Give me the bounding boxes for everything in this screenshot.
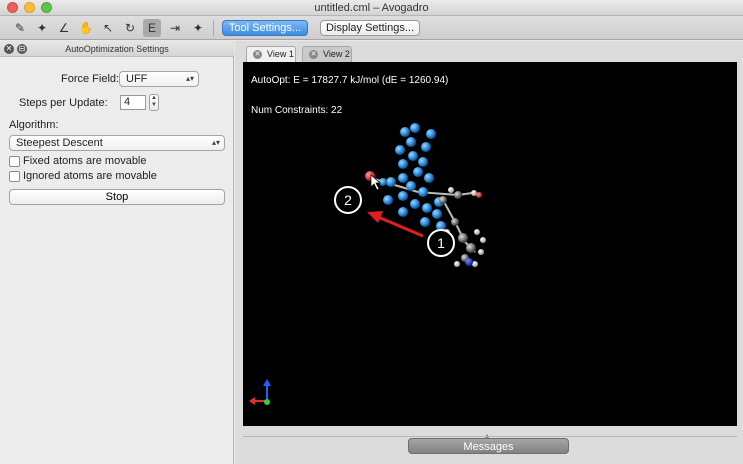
steps-stepper[interactable]: ▲ ▼ <box>149 94 159 111</box>
nitrogen-atom <box>465 258 473 266</box>
annotation-marker-2: 2 <box>334 186 362 214</box>
algorithm-label: Algorithm: <box>9 119 59 131</box>
steps-per-update-input[interactable]: 4 <box>120 95 146 110</box>
molecule-viewport[interactable]: AutoOpt: E = 17827.7 kJ/mol (dE = 1260.9… <box>243 62 737 426</box>
force-field-value: UFF <box>126 73 148 85</box>
window-title: untitled.cml – Avogadro <box>314 2 429 14</box>
display-settings-button[interactable]: Display Settings... <box>320 20 420 36</box>
tab-view-1[interactable]: ✕ View 1 <box>246 46 296 62</box>
toolbar-separator <box>213 20 214 36</box>
close-icon[interactable]: ✕ <box>253 50 262 59</box>
algorithm-select[interactable]: Steepest Descent ▴▾ <box>9 135 225 151</box>
measure-icon[interactable]: ∠ <box>58 21 70 35</box>
constraints-readout: Num Constraints: 22 <box>251 105 343 116</box>
panel-title: AutoOptimization Settings <box>65 44 169 54</box>
annotation-arrow <box>367 211 424 238</box>
close-icon[interactable]: ✕ <box>309 50 318 59</box>
tab-label: View 2 <box>323 49 350 59</box>
title-bar: untitled.cml – Avogadro <box>0 0 743 16</box>
annotation-marker-1: 1 <box>427 229 455 257</box>
window-minimize-button[interactable] <box>24 2 35 13</box>
select-arrow-icon[interactable]: ↖ <box>102 21 114 35</box>
atom-cluster-blue <box>379 123 446 231</box>
draw-pencil-icon[interactable]: ✎ <box>14 21 26 35</box>
molecule-render[interactable]: 2 1 <box>243 62 737 426</box>
steps-per-update-label: Steps per Update: <box>19 97 108 109</box>
autooptimize-icon[interactable]: E <box>143 19 161 37</box>
chevron-updown-icon: ▴▾ <box>185 74 194 83</box>
algorithm-value: Steepest Descent <box>16 137 103 149</box>
annotation-label-2: 2 <box>344 192 352 208</box>
tab-view-2[interactable]: ✕ View 2 <box>302 46 352 62</box>
manipulate-hand-icon[interactable]: ✋ <box>78 21 94 35</box>
messages-button[interactable]: Messages <box>408 438 569 454</box>
close-icon[interactable]: ✕ <box>4 44 14 54</box>
fixed-atoms-label: Fixed atoms are movable <box>23 155 147 167</box>
navigate-icon[interactable]: ✦ <box>36 21 48 35</box>
force-field-label: Force Field: <box>61 73 120 85</box>
oxygen-atom-small <box>476 192 482 198</box>
tab-label: View 1 <box>267 49 294 59</box>
messages-bar <box>243 436 737 460</box>
chevron-updown-icon: ▴▾ <box>211 138 220 147</box>
energy-readout: AutoOpt: E = 17827.7 kJ/mol (dE = 1260.9… <box>251 75 449 86</box>
bond-centric-icon[interactable]: ↻ <box>124 21 136 35</box>
tool-settings-button[interactable]: Tool Settings... <box>222 20 308 36</box>
extra-tool-icon[interactable]: ✦ <box>192 21 204 35</box>
float-panel-icon[interactable]: ⊟ <box>17 44 27 54</box>
mouse-cursor-icon <box>370 174 381 191</box>
window-close-button[interactable] <box>7 2 18 13</box>
splitter-handle[interactable]: ▴ <box>485 431 490 440</box>
toolbar: ✎ ✦ ∠ ✋ ↖ ↻ E ⇥ ✦ Tool Settings... Displ… <box>0 16 743 40</box>
window-zoom-button[interactable] <box>41 2 52 13</box>
annotation-label-1: 1 <box>437 235 445 251</box>
ignored-atoms-checkbox[interactable] <box>9 171 20 182</box>
stop-button[interactable]: Stop <box>9 189 225 205</box>
fixed-atoms-checkbox[interactable] <box>9 156 20 167</box>
axes-gizmo-icon <box>249 379 271 405</box>
atom-cluster-carbon <box>439 191 476 262</box>
panel-header: ✕ ⊟ AutoOptimization Settings <box>0 41 234 57</box>
ignored-atoms-label: Ignored atoms are movable <box>23 170 157 182</box>
autooptimization-panel: ✕ ⊟ AutoOptimization Settings <box>0 41 234 464</box>
align-icon[interactable]: ⇥ <box>169 21 181 35</box>
force-field-select[interactable]: UFF ▴▾ <box>119 71 199 87</box>
